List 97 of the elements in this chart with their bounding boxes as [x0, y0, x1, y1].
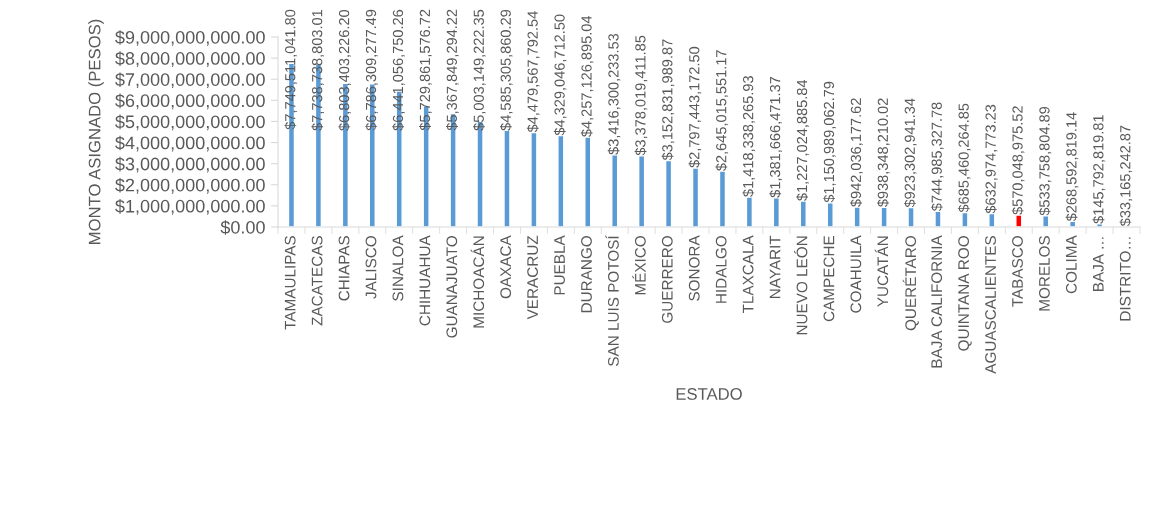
y-tick-label: $4,000,000,000.00 — [115, 135, 265, 152]
y-tick-label: $9,000,000,000.00 — [115, 30, 265, 46]
x-tick-label: MORELOS — [1039, 236, 1050, 311]
data-label: $6,803,403,226.20 — [338, 9, 351, 131]
bar — [961, 211, 969, 227]
x-tick-label: TAMAULIPAS — [284, 236, 296, 330]
data-label: $744,985,327.78 — [930, 102, 944, 212]
bar — [584, 136, 592, 227]
x-tick-label: BAJA CALIFORNIA — [931, 235, 943, 368]
y-tick-label: $3,000,000,000.00 — [115, 156, 265, 173]
x-tick-label: SONORA — [688, 235, 700, 301]
bar — [664, 159, 673, 227]
bar — [503, 129, 511, 227]
data-label: $533,758,804.89 — [1038, 106, 1052, 216]
y-tick-label: $2,000,000,000.00 — [115, 177, 265, 194]
x-tick-label: ZACATECAS — [311, 236, 323, 326]
x-tick-label: QUERÉTARO — [902, 236, 919, 331]
x-tick-label: YUCATÁN — [874, 236, 889, 307]
data-label: $1,227,024,885.84 — [796, 79, 809, 201]
bar — [530, 131, 538, 227]
y-tick-label: $8,000,000,000.00 — [115, 51, 265, 67]
data-label: $145,792,819.81 — [1092, 115, 1106, 224]
bar — [826, 202, 834, 227]
x-tick-label: DISTRITO… — [1119, 237, 1131, 321]
x-tick-label: GUANAJUATO — [446, 236, 458, 338]
x-tick-label: COAHUILA — [850, 235, 862, 313]
y-tick-label: $6,000,000,000.00 — [115, 93, 265, 110]
data-label: $938,348,210.02 — [877, 98, 890, 208]
data-label: $7,738,738,803.01 — [311, 9, 325, 131]
x-tick-label: QUINTANA ROO — [958, 236, 972, 351]
x-tick-label: CHIHUAHUA — [419, 235, 431, 326]
data-label: $923,302,941.34 — [904, 98, 917, 208]
x-tick-label: TLAXCALA — [742, 235, 754, 314]
data-label: $2,645,015,551.17 — [715, 50, 729, 171]
x-tick-label: NAYARIT — [769, 235, 781, 299]
data-label: $1,418,338,265.93 — [742, 76, 756, 197]
y-tick-label: $0.00 — [220, 220, 265, 235]
data-label: $1,150,989,062.79 — [823, 81, 836, 203]
y-tick-label: $5,000,000,000.00 — [115, 114, 265, 131]
data-label: $268,592,819.14 — [1065, 112, 1079, 222]
bar — [934, 210, 942, 227]
data-label: $2,797,443,172.50 — [688, 46, 702, 168]
bar — [1042, 215, 1050, 227]
data-label: $3,416,300,233.53 — [607, 33, 621, 155]
y-tick-label: $7,000,000,000.00 — [115, 72, 265, 89]
data-label: $3,152,831,989.87 — [661, 39, 675, 161]
x-tick-label: SAN LUIS POTOSÍ — [605, 235, 619, 366]
data-label: $685,460,264.85 — [957, 103, 971, 213]
data-label: $6,786,309,277.49 — [365, 9, 378, 131]
x-tick-label: HIDALGO — [715, 236, 727, 303]
y-tick-label: $1,000,000,000.00 — [115, 199, 265, 215]
bar — [745, 196, 754, 227]
data-label: $6,441,056,750.26 — [392, 9, 405, 131]
x-tick-label: GUERRERO — [661, 236, 673, 323]
x-tick-label: DURANGO — [581, 236, 592, 313]
x-axis-title: ESTADO — [676, 388, 742, 400]
bar — [880, 206, 888, 227]
data-label: $4,479,567,792.54 — [526, 11, 540, 133]
bar — [853, 206, 861, 227]
data-label: $1,381,666,471.37 — [769, 76, 782, 198]
y-axis-title: MONTO ASIGNADO (PESOS) — [88, 19, 104, 244]
x-tick-label: MICHOACÁN — [470, 236, 485, 328]
bar — [691, 167, 700, 227]
bar — [988, 212, 996, 227]
data-label: $4,329,046,712.50 — [553, 14, 567, 136]
data-label: $5,729,861,576.72 — [419, 9, 432, 131]
data-label: $5,367,849,294.22 — [446, 9, 459, 131]
x-tick-label: BAJA … — [1093, 237, 1104, 291]
data-label: $570,048,975.52 — [1011, 106, 1025, 215]
bar — [1015, 214, 1023, 227]
bar — [799, 200, 807, 227]
bar — [611, 154, 619, 227]
x-tick-label: CHIAPAS — [338, 236, 350, 301]
x-tick-label: COLIMA — [1065, 235, 1077, 294]
x-tick-label: OAXACA — [500, 235, 512, 299]
x-tick-label: TABASCO — [1012, 236, 1023, 307]
x-tick-label: AGUASCALIENTES — [985, 236, 996, 374]
x-tick-label: SINALOA — [392, 235, 404, 301]
data-label: $4,257,126,895.04 — [580, 15, 594, 137]
bar — [718, 170, 727, 227]
data-label: $3,378,019,411.85 — [634, 35, 648, 156]
data-label: $7,749,511,041.80 — [284, 9, 298, 130]
x-tick-label: PUEBLA — [554, 235, 565, 295]
bar — [772, 197, 781, 227]
data-label: $33,165,242.87 — [1119, 125, 1133, 227]
x-tick-label: MÉXICO — [632, 236, 646, 295]
bar — [637, 154, 646, 227]
data-label: $5,003,149,222.35 — [473, 9, 486, 131]
data-label: $4,585,305,860.29 — [499, 9, 513, 131]
x-tick-label: VERACRUZ — [527, 235, 539, 320]
x-tick-label: CAMPECHE — [823, 235, 835, 322]
x-tick-label: NUEVO LEÓN — [793, 236, 808, 335]
data-label: $632,974,773.23 — [984, 104, 998, 214]
bar — [557, 134, 565, 227]
x-tick-label: JALISCO — [365, 236, 377, 299]
bar — [907, 206, 915, 227]
data-label: $942,036,177.62 — [850, 98, 863, 207]
